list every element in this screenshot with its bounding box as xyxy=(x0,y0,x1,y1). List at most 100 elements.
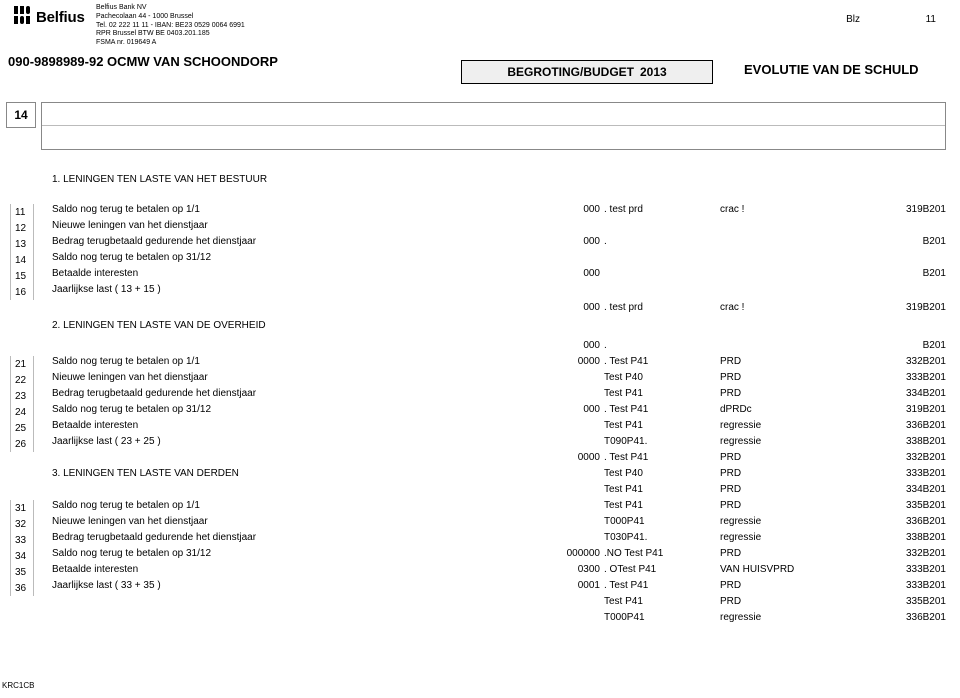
grid-divider xyxy=(42,125,945,126)
table-row: 21Saldo nog terug te betalen op 1/10000.… xyxy=(0,356,960,372)
row-col-4: 319B201 xyxy=(868,204,946,215)
budget-label: BEGROTING/BUDGET xyxy=(507,65,634,79)
row-col-1: 000000 xyxy=(540,548,600,559)
row-col-4: B201 xyxy=(868,340,946,351)
row-col-4: 334B201 xyxy=(868,388,946,399)
row-col-4: B201 xyxy=(868,268,946,279)
table-row: Test P40PRD333B201 xyxy=(0,468,960,484)
row-col-3: dPRDc xyxy=(720,404,860,415)
row-col-4: 319B201 xyxy=(868,404,946,415)
row-label: Saldo nog terug te betalen op 31/12 xyxy=(52,548,452,559)
table-row: 000. test prdcrac !319B201 xyxy=(0,302,960,318)
bank-addr2: Tel. 02 222 11 11 - IBAN: BE23 0529 0064… xyxy=(96,22,245,31)
row-col-3: crac ! xyxy=(720,204,860,215)
row-number: 15 xyxy=(10,268,34,284)
row-col-3: regressie xyxy=(720,420,860,431)
row-number: 14 xyxy=(10,252,34,268)
table-row: 12Nieuwe leningen van het dienstjaar xyxy=(0,220,960,236)
section-2-title: 2. LENINGEN TEN LASTE VAN DE OVERHEID xyxy=(52,320,266,331)
row-col-2: . test prd xyxy=(604,302,694,313)
row-col-3: regressie xyxy=(720,612,860,623)
row-col-3: PRD xyxy=(720,548,860,559)
row-label: Betaalde interesten xyxy=(52,268,452,279)
row-number: 26 xyxy=(10,436,34,452)
table-row: 23Bedrag terugbetaald gedurende het dien… xyxy=(0,388,960,404)
row-col-1: 0000 xyxy=(540,452,600,463)
code-box-14: 14 xyxy=(6,102,36,128)
row-col-2: . Test P41 xyxy=(604,580,694,591)
row-number: 21 xyxy=(10,356,34,372)
table-row: 32Nieuwe leningen van het dienstjaarT000… xyxy=(0,516,960,532)
row-label: Saldo nog terug te betalen op 31/12 xyxy=(52,252,452,263)
page: Belfius Belfius Bank NV Pachecolaan 44 -… xyxy=(0,0,960,698)
account-line: 090-9898989-92 OCMW VAN SCHOONDORP xyxy=(8,54,278,69)
row-col-4: 333B201 xyxy=(868,564,946,575)
row-number: 25 xyxy=(10,420,34,436)
table-row: 31 Saldo nog terug te betalen op 1/1 Test … xyxy=(0,500,960,516)
table-row: 14 Saldo nog terug te betalen op 31/12 xyxy=(0,252,960,268)
row-number: 16 xyxy=(10,284,34,300)
row-col-1: 0000 xyxy=(540,356,600,367)
row-col-3: PRD xyxy=(720,596,860,607)
header-grid-box xyxy=(41,102,946,150)
row-col-2: Test P41 xyxy=(604,500,694,511)
row-col-1: 000 xyxy=(540,204,600,215)
row-number: 36 xyxy=(10,580,34,596)
row-label: Nieuwe leningen van het dienstjaar xyxy=(52,372,452,383)
row-col-1: 0300 xyxy=(540,564,600,575)
budget-year: 2013 xyxy=(640,65,667,79)
row-col-2: . Test P41 xyxy=(604,404,694,415)
row-col-2: Test P41 xyxy=(604,484,694,495)
row-col-3: regressie xyxy=(720,436,860,447)
budget-band: BEGROTING/BUDGET 2013 xyxy=(461,60,713,84)
footer-code: KRC1CB xyxy=(2,681,34,690)
table-row: 35Betaalde interesten0300. OTest P41VAN … xyxy=(0,564,960,580)
row-col-3: PRD xyxy=(720,484,860,495)
row-col-2: .NO Test P41 xyxy=(604,548,694,559)
table-row: 34 Saldo nog terug te betalen op 31/12 000… xyxy=(0,548,960,564)
row-col-3: crac ! xyxy=(720,302,860,313)
bank-name: Belfius Bank NV xyxy=(96,4,245,13)
row-col-3: PRD xyxy=(720,500,860,511)
row-col-2: . xyxy=(604,340,694,351)
row-col-3: PRD xyxy=(720,356,860,367)
row-col-1: 000 xyxy=(540,236,600,247)
row-col-1: 0001 xyxy=(540,580,600,591)
table-row: 0000. Test P41PRD332B201 xyxy=(0,452,960,468)
row-col-2: Test P40 xyxy=(604,468,694,479)
row-col-4: 336B201 xyxy=(868,420,946,431)
row-col-4: 336B201 xyxy=(868,516,946,527)
row-col-3: PRD xyxy=(720,388,860,399)
row-col-2: . test prd xyxy=(604,204,694,215)
row-col-3: PRD xyxy=(720,468,860,479)
row-number: 31 xyxy=(10,500,34,516)
row-col-4: 332B201 xyxy=(868,548,946,559)
row-col-1: 000 xyxy=(540,404,600,415)
bank-logo: Belfius xyxy=(14,6,85,29)
table-row: 16 Jaarlijkse last ( 13 + 15 ) xyxy=(0,284,960,300)
row-col-2: T090P41. xyxy=(604,436,694,447)
row-col-2: T000P41 xyxy=(604,516,694,527)
row-label: Jaarlijkse last ( 33 + 35 ) xyxy=(52,580,452,591)
row-col-4: 334B201 xyxy=(868,484,946,495)
row-number: 34 xyxy=(10,548,34,564)
table-row: 33Bedrag terugbetaald gedurende het dien… xyxy=(0,532,960,548)
row-label: Jaarlijkse last ( 13 + 15 ) xyxy=(52,284,452,295)
row-col-1: 000 xyxy=(540,268,600,279)
row-col-2: Test P40 xyxy=(604,372,694,383)
row-col-3: regressie xyxy=(720,532,860,543)
row-label: Bedrag terugbetaald gedurende het dienst… xyxy=(52,532,452,543)
table-row: 13Bedrag terugbetaald gedurende het dien… xyxy=(0,236,960,252)
row-col-4: 335B201 xyxy=(868,500,946,511)
row-number: 11 xyxy=(10,204,34,220)
row-number: 35 xyxy=(10,564,34,580)
row-label: Betaalde interesten xyxy=(52,420,452,431)
row-col-4: 319B201 xyxy=(868,302,946,313)
row-label: Saldo nog terug te betalen op 1/1 xyxy=(52,500,452,511)
row-col-2: . Test P41 xyxy=(604,452,694,463)
row-col-4: 338B201 xyxy=(868,532,946,543)
row-label: Betaalde interesten xyxy=(52,564,452,575)
row-number: 32 xyxy=(10,516,34,532)
row-label: Saldo nog terug te betalen op 1/1 xyxy=(52,204,452,215)
row-col-2: . OTest P41 xyxy=(604,564,694,575)
